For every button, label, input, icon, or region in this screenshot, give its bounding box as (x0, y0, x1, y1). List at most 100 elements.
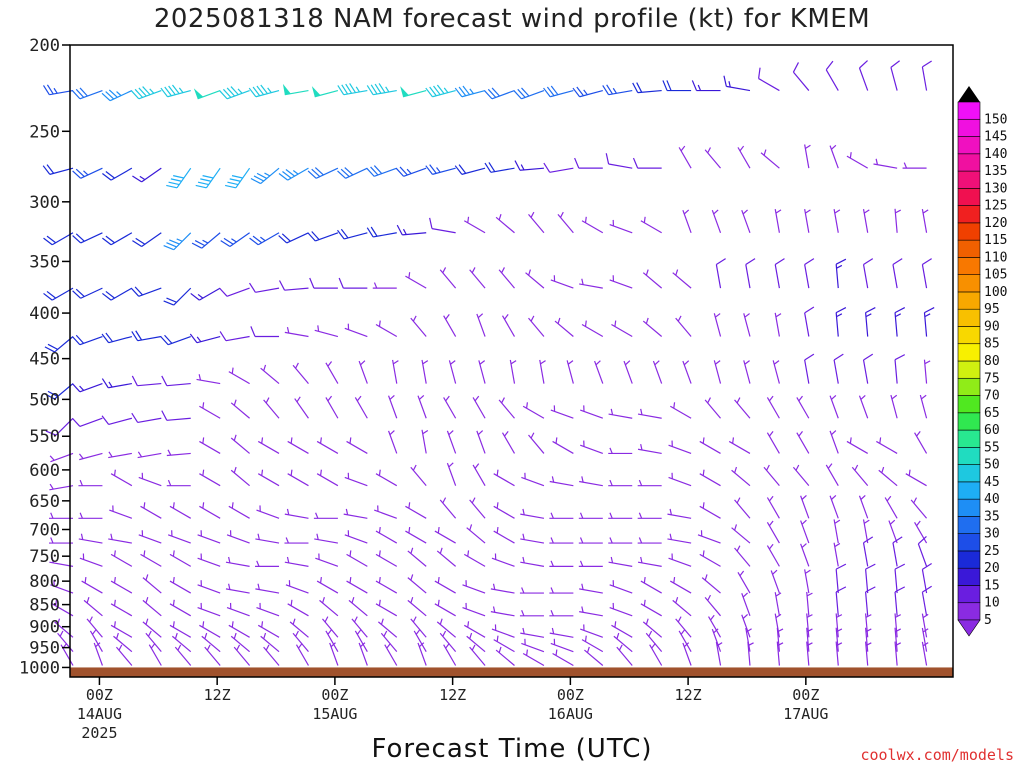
wind-barb (49, 556, 74, 567)
barb-staff (774, 613, 780, 638)
wind-barb (519, 587, 544, 594)
barb-staff (766, 397, 780, 419)
barb-full (458, 164, 467, 174)
barb-full (132, 240, 142, 248)
barb-staff (862, 542, 869, 567)
wind-barb (255, 583, 280, 594)
barb-half (895, 209, 902, 214)
wind-barb (711, 628, 722, 652)
barb-half (383, 630, 388, 637)
barb-half (386, 643, 391, 649)
barb-half (51, 556, 54, 564)
barb-staff (255, 287, 280, 293)
barb-half (704, 574, 708, 581)
barb-half (736, 497, 741, 504)
barb-half (233, 434, 237, 441)
barb-full (47, 343, 58, 350)
barb-half (806, 642, 813, 647)
barb-half (286, 556, 290, 564)
barb-staff (672, 272, 692, 289)
wind-barb (375, 599, 398, 617)
barb-half (86, 597, 90, 604)
wind-barb (405, 527, 427, 544)
barb-full (865, 563, 876, 570)
wind-barb (79, 553, 103, 567)
wind-barb (169, 550, 192, 567)
barb-half (356, 395, 362, 402)
wind-barb (609, 219, 633, 234)
wind-barb (637, 556, 662, 567)
barb-pennant (193, 88, 204, 99)
barb-staff (521, 476, 545, 487)
barb-staff (804, 359, 810, 384)
wind-barb (292, 630, 309, 653)
barb-full (46, 164, 55, 174)
barb-half (675, 269, 679, 276)
y-tick-label: 200 (29, 36, 60, 56)
barb-half (292, 170, 299, 175)
barb-half (172, 599, 175, 606)
wind-barb (230, 632, 250, 653)
wind-barb (375, 469, 398, 487)
wind-barb (493, 527, 515, 544)
wind-barb (407, 597, 427, 617)
wind-barb (142, 597, 162, 617)
wind-barb (263, 644, 280, 666)
wind-barb (513, 87, 545, 100)
barb-full (223, 237, 234, 245)
barb-half (356, 629, 362, 635)
wind-barb (498, 267, 515, 289)
barb-full (285, 169, 295, 177)
y-tick-label: 900 (29, 618, 60, 638)
wind-barb (846, 152, 869, 169)
wind-barb (201, 632, 221, 653)
barb-half (903, 162, 908, 169)
wind-barb (766, 520, 780, 544)
barb-half (775, 313, 782, 318)
wind-barb (454, 85, 486, 98)
barb-half (113, 621, 116, 628)
barb-half (402, 228, 407, 235)
barb-staff (260, 635, 280, 653)
barb-full (309, 277, 315, 289)
barb-staff (235, 167, 251, 189)
colorbar-label: 75 (984, 371, 1000, 386)
wind-barb (325, 361, 339, 384)
barb-half (267, 87, 272, 93)
wind-barb (72, 417, 103, 428)
barb-half (551, 476, 555, 483)
barb-half (492, 583, 496, 590)
barb-half (746, 628, 752, 633)
barb-half (202, 469, 205, 476)
wind-barb (862, 209, 870, 233)
barb-full (825, 60, 834, 71)
barb-full (395, 167, 405, 177)
barb-staff (171, 635, 192, 653)
colorbar-cell (957, 308, 981, 327)
wind-barb (148, 643, 162, 666)
wind-barb (579, 278, 603, 289)
colorbar-label: 55 (984, 440, 1000, 455)
wind-barb (858, 60, 869, 91)
barb-staff (745, 264, 751, 289)
barb-half (145, 618, 149, 625)
wind-barb (528, 432, 545, 454)
x-tick-year: 2025 (81, 724, 117, 742)
colorbar-cell (957, 343, 981, 362)
barb-half (677, 315, 682, 322)
barb-half (714, 360, 721, 365)
wind-barb (225, 583, 250, 594)
colorbar-cell (957, 550, 981, 569)
wind-barb (550, 405, 574, 419)
barb-half (581, 606, 584, 613)
wind-barb (682, 360, 692, 384)
barb-staff (204, 646, 221, 666)
plot-frame (69, 44, 954, 678)
barb-staff (708, 616, 722, 638)
wind-barb (463, 216, 486, 234)
wind-barb (580, 405, 604, 419)
barb-full (189, 333, 198, 344)
barb-half (683, 642, 690, 648)
barb-full (101, 415, 110, 425)
barb-full (337, 170, 346, 179)
